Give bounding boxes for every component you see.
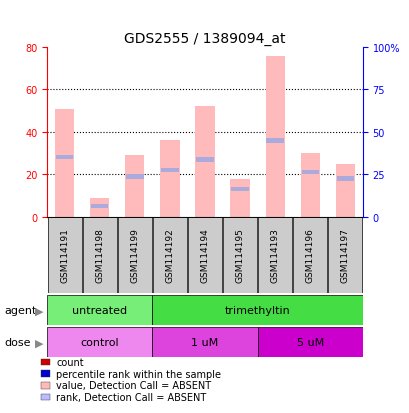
Text: control: control [80,337,119,347]
Text: GSM114197: GSM114197 [340,228,349,283]
Text: 5 uM: 5 uM [296,337,323,347]
Bar [231,188,248,192]
Text: ▶: ▶ [35,306,43,316]
Text: ▶: ▶ [35,337,43,347]
Text: GSM114194: GSM114194 [200,228,209,283]
Bar [257,328,362,357]
Bar [125,156,144,217]
Text: GSM114199: GSM114199 [130,228,139,283]
Text: percentile rank within the sample: percentile rank within the sample [56,369,220,379]
Bar [47,217,82,294]
Bar [222,217,256,294]
Bar [187,217,222,294]
Title: GDS2555 / 1389094_at: GDS2555 / 1389094_at [124,31,285,45]
Text: rank, Detection Call = ABSENT: rank, Detection Call = ABSENT [56,392,206,402]
Text: GSM114195: GSM114195 [235,228,244,283]
Text: 1 uM: 1 uM [191,337,218,347]
Bar [265,57,284,217]
Text: untreated: untreated [72,306,127,316]
Text: dose: dose [4,337,31,347]
Bar [153,217,187,294]
Bar [257,217,292,294]
Bar [126,175,143,179]
Bar [230,179,249,217]
Bar [196,158,213,162]
Bar [117,217,152,294]
Bar [336,177,353,181]
Text: trimethyltin: trimethyltin [224,306,290,316]
Text: GSM114193: GSM114193 [270,228,279,283]
Bar [47,328,152,357]
Bar [91,204,108,209]
Bar [292,217,327,294]
Bar [161,169,178,173]
Text: GSM114192: GSM114192 [165,228,174,283]
Bar [160,141,179,217]
Bar [82,217,117,294]
Bar [152,296,362,325]
Text: agent: agent [4,306,36,316]
Bar [266,139,283,143]
Bar [55,109,74,217]
Bar [335,164,354,217]
Bar [301,171,318,175]
Bar [90,198,109,217]
Text: GSM114196: GSM114196 [305,228,314,283]
Bar [300,154,319,217]
Text: value, Detection Call = ABSENT: value, Detection Call = ABSENT [56,380,211,390]
Text: count: count [56,357,83,367]
Bar [47,296,152,325]
Bar [56,156,73,160]
Bar [327,217,362,294]
Text: GSM114198: GSM114198 [95,228,104,283]
Bar [195,107,214,217]
Bar [152,328,257,357]
Text: GSM114191: GSM114191 [60,228,69,283]
